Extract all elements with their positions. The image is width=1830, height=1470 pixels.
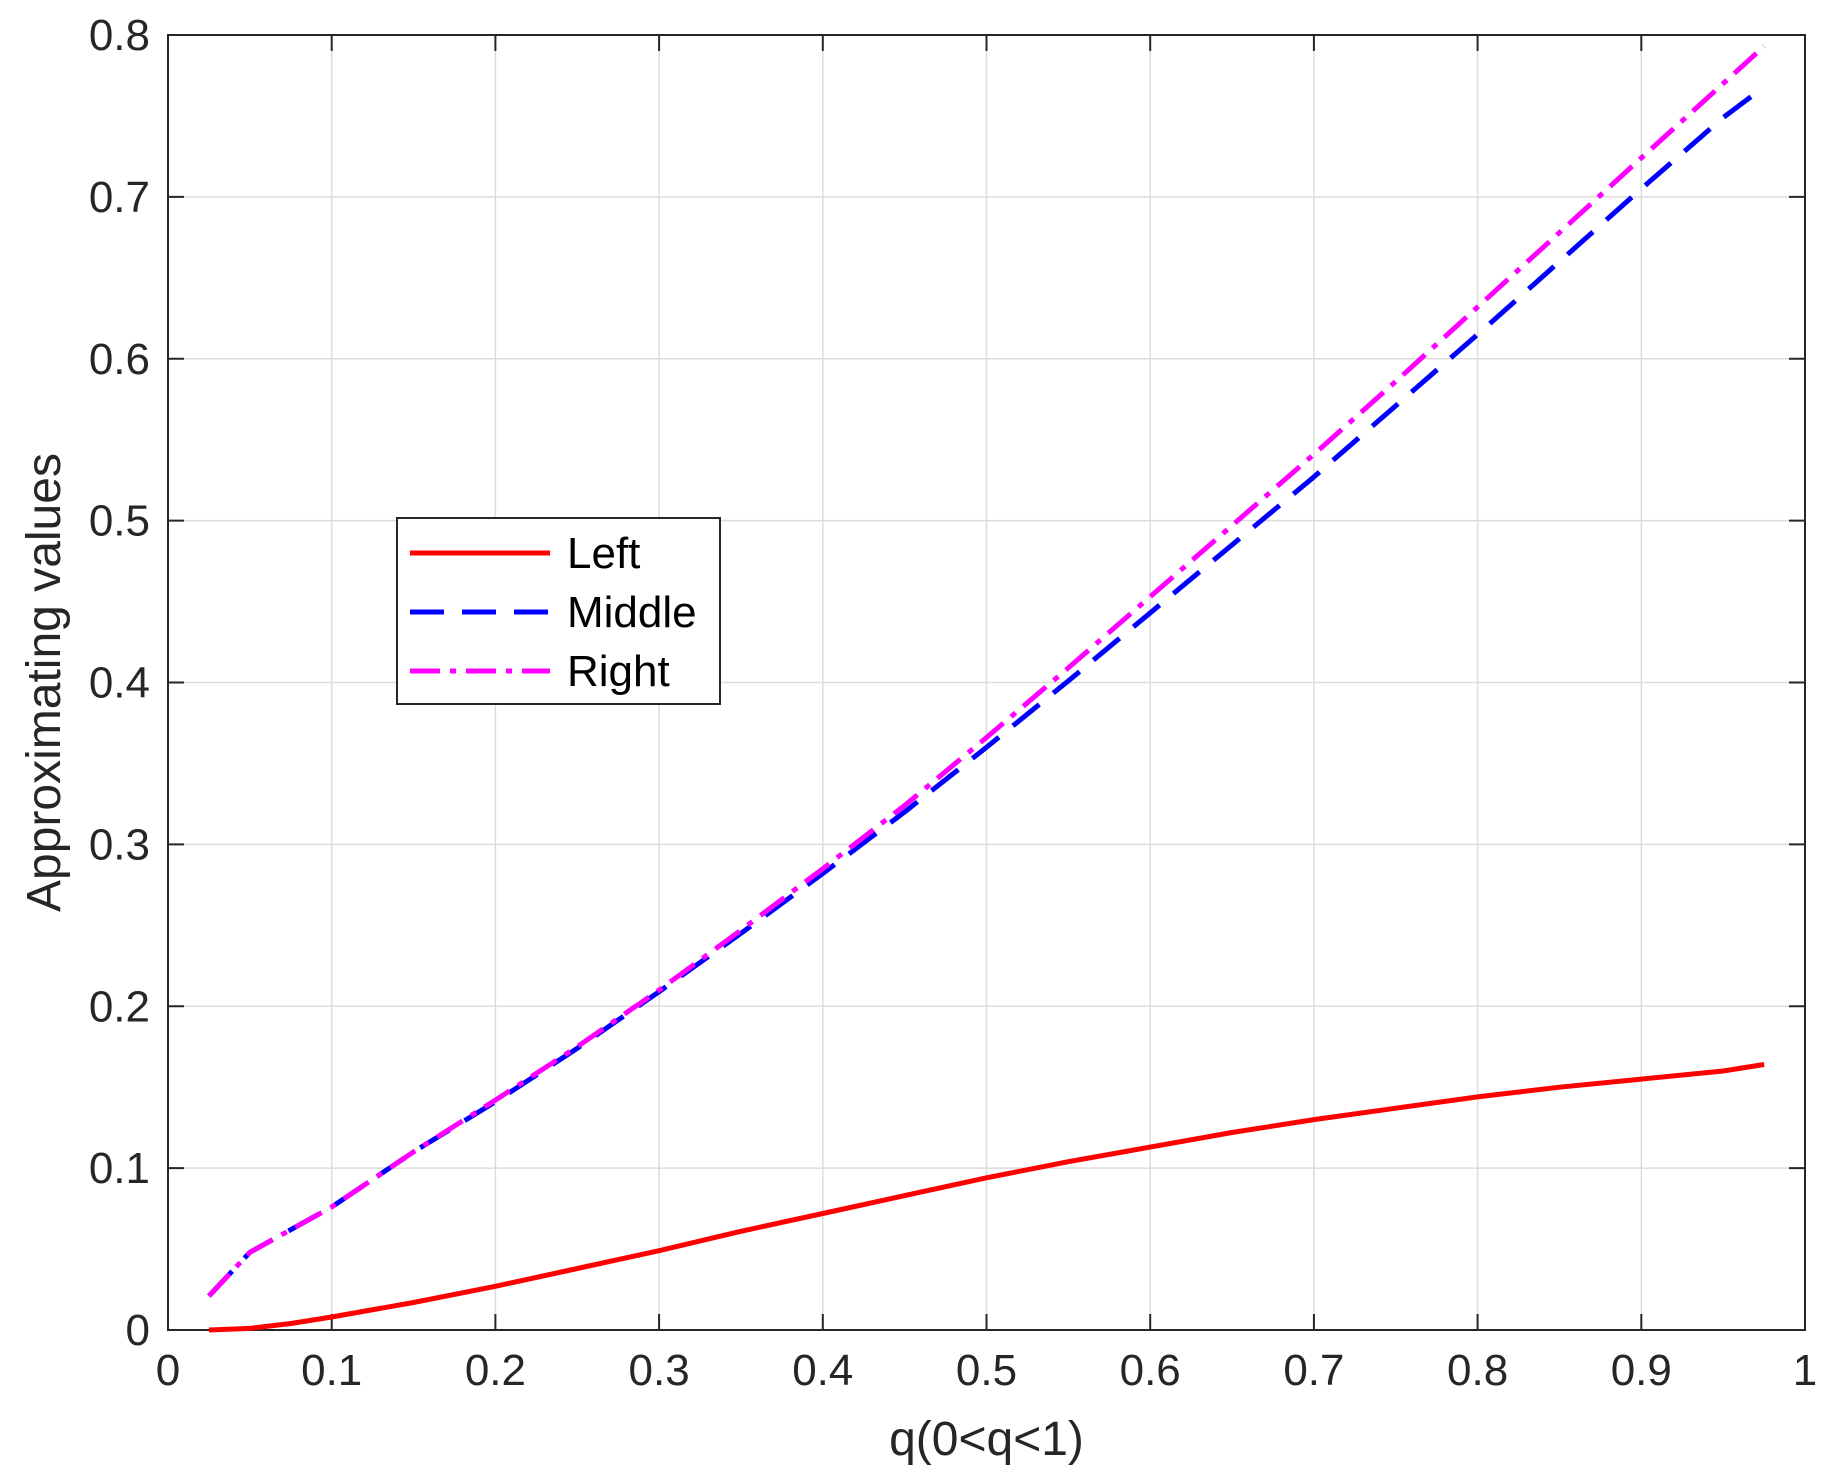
x-tick-label: 0.9: [1611, 1346, 1672, 1395]
y-tick-label: 0.4: [89, 659, 150, 708]
x-tick-label: 0.1: [301, 1346, 362, 1395]
y-axis-label: Approximating values: [18, 453, 71, 912]
series-line-left: [208, 1062, 1765, 1333]
y-tick-label: 0.2: [89, 982, 150, 1031]
x-tick-label: 0: [156, 1346, 180, 1395]
x-tick-label: 0.8: [1447, 1346, 1508, 1395]
x-tick-label: 0.3: [629, 1346, 690, 1395]
y-tick-label: 0.7: [89, 173, 150, 222]
x-tick-label: 0.7: [1283, 1346, 1344, 1395]
x-tick-label: 0.6: [1120, 1346, 1181, 1395]
y-tick-label: 0: [126, 1306, 150, 1355]
x-axis-label: q(0<q<1): [889, 1413, 1084, 1466]
x-tick-label: 0.2: [465, 1346, 526, 1395]
y-tick-label: 0.1: [89, 1144, 150, 1193]
grid: [168, 35, 1805, 1330]
y-tick-label: 0.8: [89, 11, 150, 60]
legend-label-middle: Middle: [567, 588, 697, 637]
y-tick-label: 0.5: [89, 497, 150, 546]
x-tick-label: 0.4: [792, 1346, 853, 1395]
axis-ticks: 0 0.1 0.2 0.3 0.4 0.5 0.6 0.7 0.8 0.9 1 0 0.1 0.2 0.3 0…: [89, 11, 1817, 1395]
x-tick-label: 0.5: [956, 1346, 1017, 1395]
legend: Left Middle Right: [396, 517, 721, 705]
y-tick-label: 0.3: [89, 820, 150, 869]
series-line-right: [207, 44, 1766, 1298]
series-lines: [207, 44, 1766, 1333]
x-tick-label: 1: [1793, 1346, 1817, 1395]
legend-label-left: Left: [567, 529, 640, 578]
legend-label-right: Right: [567, 647, 670, 696]
y-tick-label: 0.6: [89, 335, 150, 384]
